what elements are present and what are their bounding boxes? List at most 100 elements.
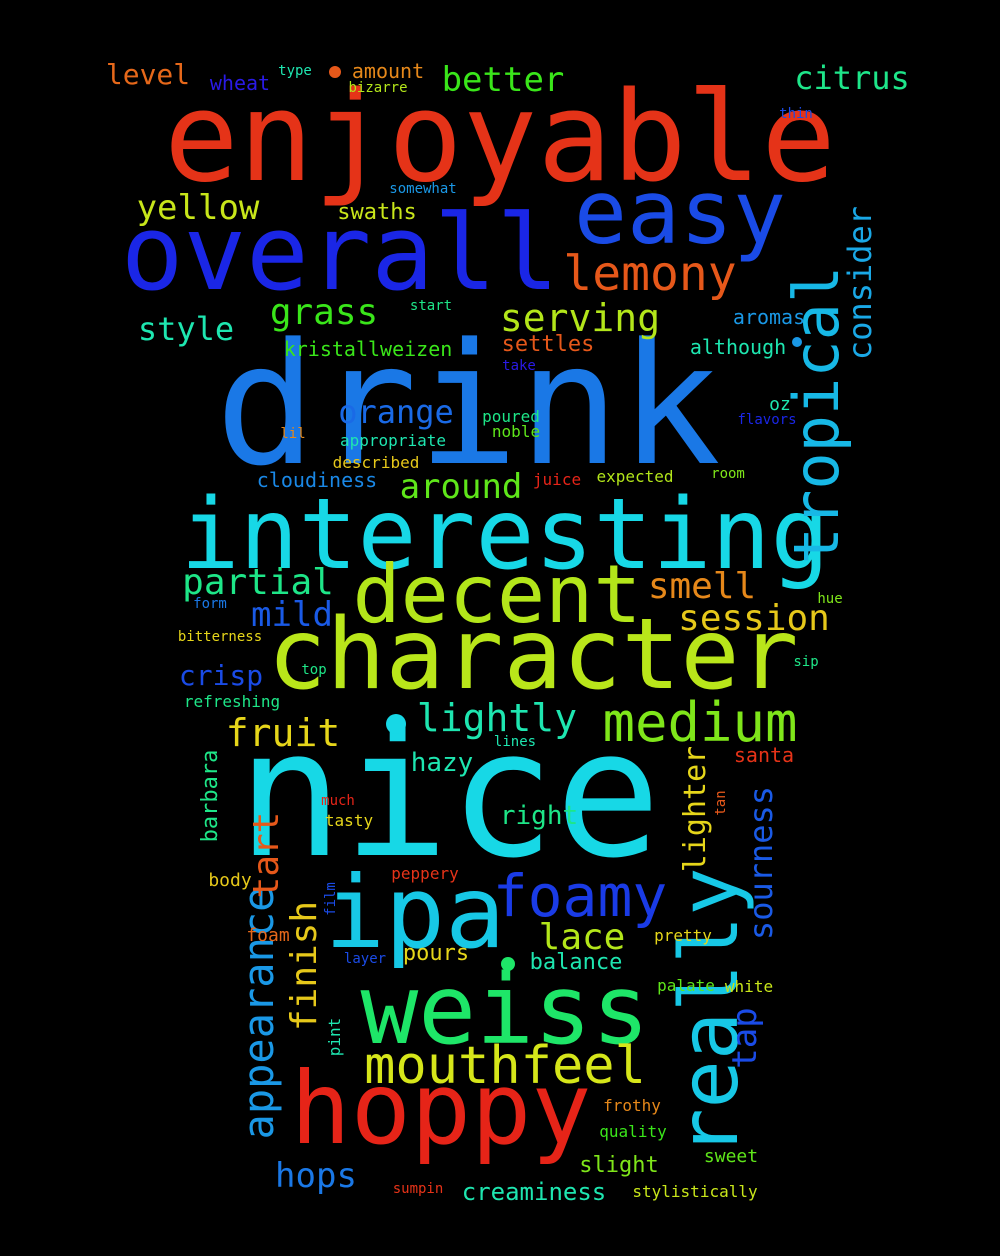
word-stylistically: stylistically <box>632 1182 758 1201</box>
word-better: better <box>441 60 565 100</box>
word-session: session <box>678 598 830 639</box>
word-layer: layer <box>343 951 387 967</box>
word-tap: tap <box>725 1007 765 1069</box>
word-consider: consider <box>841 205 879 361</box>
green-dot <box>501 957 515 971</box>
word-level: level <box>105 58 191 91</box>
word-lighter: lighter <box>678 745 713 873</box>
word-oz: oz <box>769 394 791 415</box>
word-refreshing: refreshing <box>183 692 281 711</box>
word-lemony: lemony <box>563 246 737 302</box>
word-medium: medium <box>602 691 798 754</box>
word-interesting: interesting <box>180 478 830 592</box>
word-juice: juice <box>532 470 582 489</box>
word-crisp: crisp <box>178 659 264 692</box>
word-hoppy: hoppy <box>290 1050 592 1167</box>
word-pours: pours <box>402 941 470 966</box>
word-somewhat: somewhat <box>389 181 457 197</box>
word-orange: orange <box>338 393 454 431</box>
word-lines: lines <box>493 734 537 750</box>
word-barbara: barbara <box>198 749 223 843</box>
word-swaths: swaths <box>337 200 417 225</box>
word-much: much <box>321 793 355 809</box>
word-lil: lil <box>280 426 306 442</box>
word-style: style <box>137 310 235 348</box>
word-film: film <box>323 882 339 916</box>
word-foam: foam <box>246 925 290 946</box>
word-body: body <box>208 870 252 891</box>
word-overall: overall <box>120 192 560 314</box>
word-drink: drink <box>215 307 721 503</box>
word-thin: thin <box>779 106 813 122</box>
word-cloudiness: cloudiness <box>256 468 378 492</box>
orange-dot <box>329 66 341 78</box>
word-poured: poured <box>482 407 540 426</box>
word-lace: lace <box>538 917 626 958</box>
word-tan: tan <box>713 790 729 816</box>
word-sip: sip <box>793 654 819 670</box>
blue-dot <box>792 337 802 347</box>
word-pretty: pretty <box>654 926 712 945</box>
word-kristallweizen: kristallweizen <box>283 337 453 361</box>
word-hops: hops <box>275 1156 357 1196</box>
word-weiss: weiss <box>360 954 650 1066</box>
word-frothy: frothy <box>603 1096 661 1115</box>
word-nice: nice <box>237 692 661 897</box>
word-around: around <box>399 467 523 507</box>
word-although: although <box>689 335 787 359</box>
word-sourness: sourness <box>742 785 780 941</box>
word-appropriate: appropriate <box>340 431 446 450</box>
word-type: type <box>278 63 312 79</box>
word-pint: pint <box>325 1017 344 1057</box>
word-balance: balance <box>529 950 623 975</box>
word-enjoyable: enjoyable <box>164 66 836 210</box>
word-tart: tart <box>246 811 287 899</box>
word-fruit: fruit <box>225 711 341 755</box>
word-partial: partial <box>182 562 334 603</box>
word-expected: expected <box>596 467 674 486</box>
word-character: character <box>267 598 799 712</box>
word-right: right <box>499 801 579 831</box>
word-ipa: ipa <box>324 854 506 971</box>
word-hue: hue <box>817 591 843 607</box>
word-finish: finish <box>284 900 325 1032</box>
word-serving: serving <box>499 296 661 340</box>
word-mild: mild <box>251 595 333 635</box>
word-slight: slight <box>579 1153 659 1178</box>
word-foamy: foamy <box>492 862 668 930</box>
word-start: start <box>409 298 453 314</box>
word-aromas: aromas <box>732 305 806 329</box>
word-creaminess: creaminess <box>461 1178 607 1206</box>
word-smell: smell <box>647 566 757 607</box>
word-decent: decent <box>352 548 642 641</box>
word-santa: santa <box>733 743 795 767</box>
word-form: form <box>193 596 227 612</box>
word-take: take <box>502 358 536 374</box>
word-yellow: yellow <box>136 188 260 228</box>
word-top: top <box>301 662 327 678</box>
word-sweet: sweet <box>703 1146 759 1167</box>
word-lightly: lightly <box>416 696 578 740</box>
word-tasty: tasty <box>324 811 374 830</box>
word-bitterness: bitterness <box>177 629 263 645</box>
word-bizarre: bizarre <box>348 80 408 96</box>
word-flavors: flavors <box>737 412 797 428</box>
word-white: white <box>724 977 774 996</box>
word-noble: noble <box>491 422 541 441</box>
word-grass: grass <box>269 292 379 333</box>
word-mouthfeel: mouthfeel <box>364 1036 646 1096</box>
word-wheat: wheat <box>209 71 271 95</box>
word-quality: quality <box>599 1122 667 1141</box>
word-described: described <box>332 453 420 472</box>
word-citrus: citrus <box>794 59 910 97</box>
word-sumpin: sumpin <box>392 1181 444 1197</box>
word-amount: amount <box>351 59 425 83</box>
cyan-dot <box>386 714 406 734</box>
word-palate: palate <box>657 976 715 995</box>
word-hazy: hazy <box>410 748 474 778</box>
word-room: room <box>711 466 745 482</box>
word-peppery: peppery <box>391 864 459 883</box>
word-easy: easy <box>574 161 786 264</box>
word-settles: settles <box>501 332 595 357</box>
